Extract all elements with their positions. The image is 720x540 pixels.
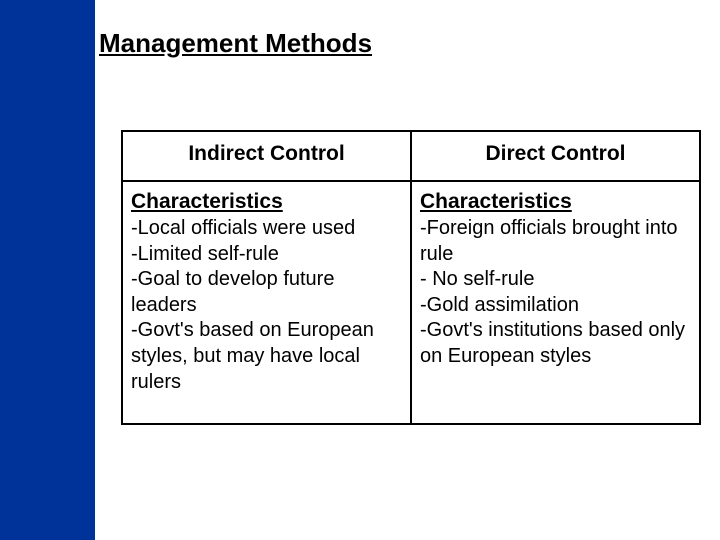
list-item: -Govt's based on European styles, but ma… xyxy=(131,318,402,395)
list-item: - No self-rule xyxy=(420,267,691,293)
comparison-table-wrap: Indirect Control Direct Control Characte… xyxy=(121,130,701,425)
bullets-direct: -Foreign officials brought into rule - N… xyxy=(420,216,691,370)
table-body-row: Characteristics -Local officials were us… xyxy=(122,181,700,424)
slide-title: Management Methods xyxy=(95,0,720,59)
list-item: -Goal to develop future leaders xyxy=(131,267,402,318)
subheading-direct: Characteristics xyxy=(420,190,691,214)
column-header-direct: Direct Control xyxy=(411,131,700,181)
comparison-table: Indirect Control Direct Control Characte… xyxy=(121,130,701,425)
cell-direct: Characteristics -Foreign officials broug… xyxy=(411,181,700,424)
subheading-indirect: Characteristics xyxy=(131,190,402,214)
list-item: -Govt's institutions based only on Europ… xyxy=(420,318,691,369)
list-item: -Limited self-rule xyxy=(131,242,402,268)
accent-band xyxy=(0,0,95,540)
table-header-row: Indirect Control Direct Control xyxy=(122,131,700,181)
bullets-indirect: -Local officials were used -Limited self… xyxy=(131,216,402,395)
slide-content: Management Methods Indirect Control Dire… xyxy=(95,0,720,540)
list-item: -Gold assimilation xyxy=(420,293,691,319)
list-item: -Foreign officials brought into rule xyxy=(420,216,691,267)
list-item: -Local officials were used xyxy=(131,216,402,242)
cell-indirect: Characteristics -Local officials were us… xyxy=(122,181,411,424)
column-header-indirect: Indirect Control xyxy=(122,131,411,181)
